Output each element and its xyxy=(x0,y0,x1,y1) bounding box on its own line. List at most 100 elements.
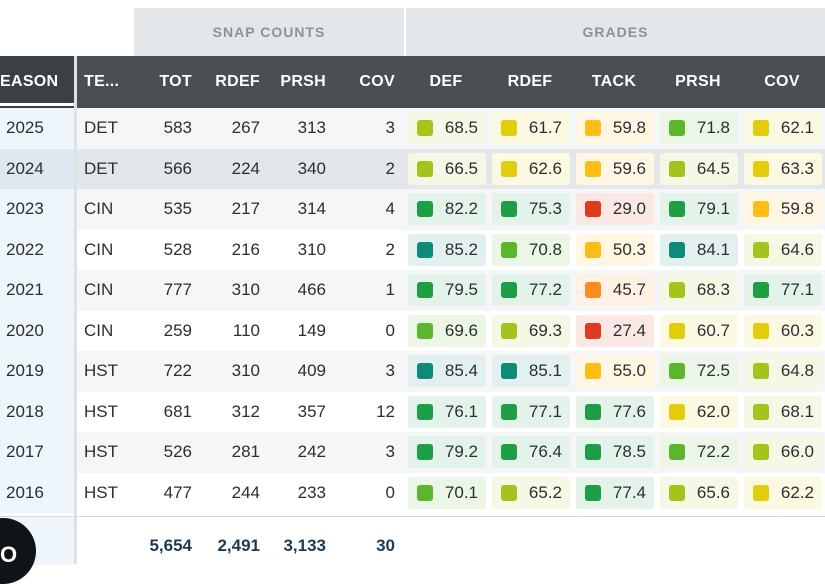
grade-cov-cell: 60.3 xyxy=(744,314,822,347)
prsh-cell: 242 xyxy=(297,442,326,461)
rdef-cell: 224 xyxy=(231,158,260,178)
grade-rdef-cell: 75.3 xyxy=(492,193,570,225)
table-row[interactable]: 2020 CIN 259 110 149 0 69.6 69.3 27.4 60.7 60.3 xyxy=(0,310,825,351)
grade-prsh-cell: 72.5 xyxy=(660,355,738,387)
rdef-cell: 217 xyxy=(231,199,260,218)
tot-cell: 528 xyxy=(163,239,192,259)
team-cell: CIN xyxy=(84,320,114,340)
grade-rdef-cell: 61.7 xyxy=(492,112,570,144)
grade-color-swatch xyxy=(669,160,685,177)
grade-color-swatch xyxy=(501,282,517,298)
grade-value: 45.7 xyxy=(612,280,646,299)
header-cov[interactable]: COV xyxy=(359,73,395,90)
grade-value: 77.2 xyxy=(528,280,562,299)
grade-value: 79.5 xyxy=(444,280,478,299)
header-tot[interactable]: TOT xyxy=(159,73,192,90)
grade-prsh-cell: 65.6 xyxy=(660,476,738,509)
table-row[interactable]: 2017 HST 526 281 242 3 79.2 76.4 78.5 72.2 66.0 xyxy=(0,432,825,473)
header-season[interactable]: EASON xyxy=(0,56,74,108)
grade-cov-cell: 64.6 xyxy=(744,233,822,266)
grade-prsh-cell: 71.8 xyxy=(660,112,738,144)
grade-rdef-cell: 69.3 xyxy=(492,314,570,347)
header-team[interactable]: TE... xyxy=(84,73,120,90)
total-rdef: 2,491 xyxy=(217,536,260,555)
cov-cell: 12 xyxy=(376,401,395,421)
prsh-cell: 340 xyxy=(297,158,326,178)
grade-value: 65.2 xyxy=(528,482,562,502)
grade-value: 70.8 xyxy=(528,239,562,259)
grade-value: 59.8 xyxy=(780,199,814,218)
grade-prsh-cell: 60.7 xyxy=(660,314,738,347)
table-header: EASON TE... TOT RDEF PRSH COV DEF RDEF T… xyxy=(0,56,825,108)
grade-value: 59.6 xyxy=(612,158,646,178)
grade-value: 50.3 xyxy=(612,239,646,259)
grade-color-swatch xyxy=(501,160,517,177)
header-grade-prsh[interactable]: PRSH xyxy=(675,73,721,90)
grade-color-swatch xyxy=(585,241,601,258)
grade-rdef-cell: 76.4 xyxy=(492,436,570,468)
rdef-cell: 310 xyxy=(231,280,260,299)
team-cell: HST xyxy=(84,361,118,380)
grade-value: 60.3 xyxy=(780,320,814,340)
season-cell: 2016 xyxy=(0,472,74,513)
grade-value: 85.2 xyxy=(444,239,478,259)
grade-value: 78.5 xyxy=(612,442,646,461)
grade-value: 68.1 xyxy=(780,401,814,421)
prsh-cell: 409 xyxy=(297,361,326,380)
table-row[interactable]: 2025 DET 583 267 313 3 68.5 61.7 59.8 71.8 62.1 xyxy=(0,108,825,149)
table-row[interactable]: 2021 CIN 777 310 466 1 79.5 77.2 45.7 68.3 77.1 xyxy=(0,270,825,311)
grade-cov-cell: 59.8 xyxy=(744,193,822,225)
team-cell: DET xyxy=(84,118,118,137)
table-row[interactable]: 2022 CIN 528 216 310 2 85.2 70.8 50.3 84.1 64.6 xyxy=(0,229,825,270)
prsh-cell: 149 xyxy=(297,320,326,340)
grade-cov-cell: 62.1 xyxy=(744,112,822,144)
grade-value: 76.1 xyxy=(444,401,478,421)
grade-value: 79.2 xyxy=(444,442,478,461)
grade-color-swatch xyxy=(417,484,433,501)
rdef-cell: 244 xyxy=(231,482,260,502)
grade-value: 66.5 xyxy=(444,158,478,178)
grade-color-swatch xyxy=(501,403,517,420)
frozen-column-divider xyxy=(74,56,77,564)
grade-value: 64.6 xyxy=(780,239,814,259)
grade-color-swatch xyxy=(501,201,517,217)
grade-color-swatch xyxy=(417,444,433,460)
grade-color-swatch xyxy=(669,241,685,258)
total-prsh: 3,133 xyxy=(283,536,326,555)
header-rdef[interactable]: RDEF xyxy=(215,73,260,90)
grade-rdef-cell: 70.8 xyxy=(492,233,570,266)
team-cell: HST xyxy=(84,401,118,421)
header-grade-def[interactable]: DEF xyxy=(429,73,463,90)
grade-value: 85.4 xyxy=(444,361,478,380)
grade-tack-cell: 59.6 xyxy=(576,152,654,185)
rdef-cell: 267 xyxy=(231,118,260,137)
cov-cell: 0 xyxy=(385,320,395,340)
table-row[interactable]: 2018 HST 681 312 357 12 76.1 77.1 77.6 62.0 68.1 xyxy=(0,391,825,432)
header-grade-cov[interactable]: COV xyxy=(764,73,800,90)
grade-cov-cell: 63.3 xyxy=(744,152,822,185)
snap-counts-group: SNAP COUNTS xyxy=(134,8,404,56)
grade-color-swatch xyxy=(501,241,517,258)
tot-cell: 526 xyxy=(163,442,192,461)
grade-value: 59.8 xyxy=(612,118,646,137)
team-cell: HST xyxy=(84,442,118,461)
cov-cell: 4 xyxy=(385,199,395,218)
season-cell: 2021 xyxy=(0,270,74,311)
header-grade-tack[interactable]: TACK xyxy=(591,73,637,90)
cov-cell: 2 xyxy=(385,158,395,178)
table-row[interactable]: 2019 HST 722 310 409 3 85.4 85.1 55.0 72.5 64.8 xyxy=(0,351,825,392)
grade-def-cell: 79.5 xyxy=(408,274,486,306)
cov-cell: 3 xyxy=(385,442,395,461)
table-row[interactable]: 2024 DET 566 224 340 2 66.5 62.6 59.6 64.5 63.3 xyxy=(0,148,825,189)
grade-prsh-cell: 72.2 xyxy=(660,436,738,468)
grade-value: 77.1 xyxy=(528,401,562,421)
grade-cov-cell: 64.8 xyxy=(744,355,822,387)
cov-cell: 3 xyxy=(385,118,395,137)
floating-button-label: O xyxy=(0,542,18,567)
header-grade-rdef[interactable]: RDEF xyxy=(507,73,553,90)
table-row[interactable]: 2023 CIN 535 217 314 4 82.2 75.3 29.0 79.1 59.8 xyxy=(0,189,825,230)
grade-value: 75.3 xyxy=(528,199,562,218)
header-prsh[interactable]: PRSH xyxy=(280,73,326,90)
table-row[interactable]: 2016 HST 477 244 233 0 70.1 65.2 77.4 65.6 62.2 xyxy=(0,472,825,513)
grade-prsh-cell: 62.0 xyxy=(660,395,738,428)
